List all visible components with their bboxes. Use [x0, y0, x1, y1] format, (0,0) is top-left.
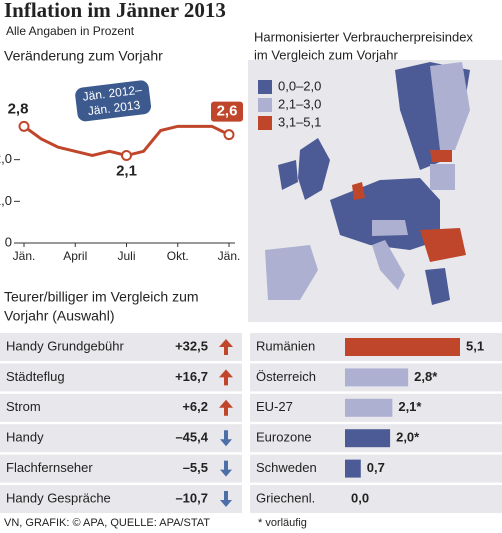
bar — [345, 459, 361, 478]
table-title: Vorjahr (Auswahl) — [4, 308, 115, 324]
row-background — [250, 454, 502, 483]
value-label: 2,1* — [398, 399, 422, 414]
footnote: * vorläufig — [258, 517, 307, 529]
value-label: 2,6 — [217, 103, 238, 120]
romania — [420, 228, 466, 262]
britain — [298, 138, 330, 200]
label-box — [211, 101, 243, 122]
annotation: Jän. 2012–Jän. 2013 — [75, 80, 151, 122]
y-tick-label: 2,0 — [0, 151, 12, 166]
finland — [430, 62, 470, 150]
row-name: Strom — [6, 399, 41, 414]
arrow-up — [219, 399, 233, 416]
row-value: +16,7 — [175, 369, 208, 384]
netherlands — [352, 182, 365, 200]
row-value: –10,7 — [175, 490, 208, 505]
value-label: 0,7 — [367, 460, 385, 475]
map-title: Harmonisierter Verbraucherpreisindex — [254, 29, 473, 44]
value-label: 2,1 — [116, 162, 137, 179]
estonia — [430, 150, 452, 162]
row-background — [0, 363, 242, 392]
row-background — [0, 454, 242, 483]
title: Inflation im Jänner 2013 — [4, 0, 226, 22]
row-name: Städteflug — [6, 369, 65, 384]
row-name: Handy Grundgebühr — [6, 338, 124, 353]
iberia — [265, 245, 318, 300]
point — [223, 129, 235, 141]
category-label: Griechenl. — [256, 490, 315, 505]
subtitle: Alle Angaben in Prozent — [6, 24, 135, 38]
bar — [345, 429, 391, 448]
arrow-down — [220, 491, 232, 507]
point — [121, 150, 132, 161]
row-name: Flachfernseher — [6, 460, 93, 475]
x-tick-label: Jän. — [13, 249, 36, 263]
x-tick-label: Juli — [117, 249, 135, 263]
baltics — [430, 164, 455, 190]
point — [18, 120, 30, 132]
value-label: 2,8 — [8, 100, 29, 117]
category-label: Eurozone — [256, 430, 312, 445]
x-tick-label: Jän. — [218, 249, 241, 263]
greece — [425, 268, 450, 305]
y-tick-label: 0 — [5, 234, 12, 249]
line-title: Veränderung zum Vorjahr — [4, 48, 163, 64]
row-name: Handy — [6, 430, 44, 445]
category-label: Rumänien — [256, 338, 315, 353]
row-background — [0, 393, 242, 422]
category-label: EU-27 — [256, 399, 293, 414]
value-label: 2,0* — [396, 430, 420, 445]
row-background — [250, 485, 502, 513]
annotation-box — [75, 80, 151, 122]
value-label: 2,8* — [414, 369, 438, 384]
ireland — [278, 160, 298, 190]
legend-label: 3,1–5,1 — [278, 114, 321, 129]
legend-label: 2,1–3,0 — [278, 96, 321, 111]
row-background — [0, 333, 242, 361]
bar — [345, 368, 409, 387]
row-name: Handy Gespräche — [6, 490, 111, 505]
map-title: im Vergleich zum Vorjahr — [254, 47, 398, 62]
category-label: Schweden — [256, 460, 317, 475]
x-tick-label: April — [63, 249, 87, 263]
category-label: Österreich — [256, 369, 316, 384]
legend-swatch — [258, 80, 272, 94]
legend-swatch — [258, 116, 272, 130]
legend-label: 0,0–2,0 — [278, 78, 321, 93]
arrow-up — [219, 369, 233, 386]
bar — [345, 398, 393, 417]
map: Harmonisierter Verbraucherpreisindex im … — [248, 29, 502, 322]
arrow-down — [220, 460, 232, 477]
row-background — [0, 485, 242, 513]
value-label: 0,0 — [351, 490, 369, 505]
row-value: +32,5 — [175, 338, 208, 353]
arrow-down — [220, 430, 232, 447]
bar — [345, 338, 460, 356]
row-background — [0, 424, 242, 453]
value-label: 5,1 — [466, 338, 484, 353]
x-tick-label: Okt. — [167, 249, 189, 263]
y-tick-label: 1,0 — [0, 193, 12, 208]
annotation-text: Jän. 2013 — [87, 98, 141, 118]
austria — [372, 220, 408, 236]
table-title: Teurer/billiger im Vergleich zum — [4, 289, 199, 305]
legend-swatch — [258, 98, 272, 112]
row-value: –5,5 — [183, 460, 208, 475]
arrow-up — [219, 339, 233, 355]
source: VN, GRAFIK: © APA, QUELLE: APA/STAT — [4, 517, 210, 529]
row-value: +6,2 — [182, 399, 208, 414]
row-value: –45,4 — [175, 430, 208, 445]
italy — [372, 240, 405, 290]
